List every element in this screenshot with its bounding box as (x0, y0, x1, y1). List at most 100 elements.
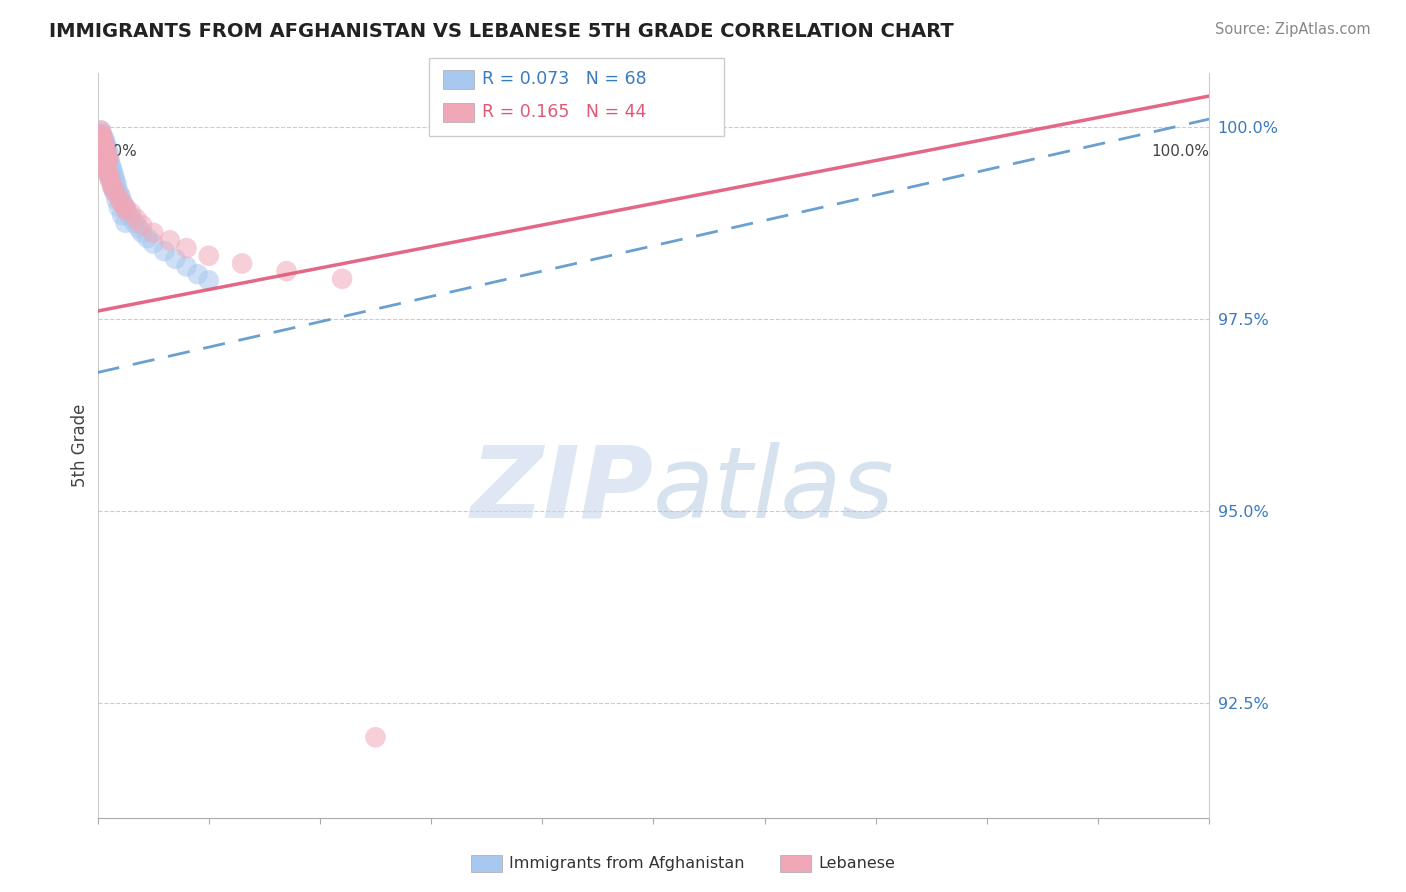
Point (111, 208, 134, 222)
Point (128, 221, 150, 235)
Point (90, 139, 112, 153)
Point (96, 151, 118, 165)
Point (93, 143, 115, 157)
Point (97, 152, 120, 166)
Point (197, 273, 219, 287)
Point (101, 179, 124, 194)
Point (96, 160, 118, 174)
Point (91, 128, 114, 143)
Point (100, 175, 122, 189)
Point (103, 185, 125, 199)
Point (107, 183, 129, 197)
Point (97, 154, 120, 169)
Text: ZIP: ZIP (471, 442, 654, 539)
Point (93, 131, 115, 145)
Point (117, 206, 139, 220)
Point (89, 128, 111, 142)
Point (93, 139, 115, 153)
Point (105, 178, 128, 192)
Point (153, 244, 176, 259)
Point (90, 123, 112, 137)
Point (91, 135, 114, 149)
Text: Source: ZipAtlas.com: Source: ZipAtlas.com (1215, 22, 1371, 37)
Point (97, 161, 120, 176)
Point (120, 206, 142, 220)
Point (112, 196, 135, 211)
Point (93, 136, 115, 151)
Point (187, 267, 209, 281)
Point (93, 154, 115, 169)
Point (91, 128, 114, 143)
Point (105, 187, 128, 202)
Point (96, 146, 118, 161)
Point (97, 167, 120, 181)
Point (131, 218, 153, 232)
Point (93, 139, 115, 153)
Point (159, 234, 181, 248)
Point (96, 161, 118, 176)
Point (91, 131, 114, 145)
Point (142, 226, 165, 240)
Point (91, 161, 114, 176)
Point (97, 146, 120, 161)
Point (94, 156, 117, 170)
Point (101, 161, 124, 176)
Point (101, 173, 124, 187)
Point (94, 135, 117, 149)
Point (111, 196, 134, 211)
Point (96, 139, 118, 153)
Point (97, 143, 120, 157)
Point (142, 236, 165, 251)
Point (122, 216, 145, 230)
Point (364, 731, 387, 745)
Point (114, 216, 136, 230)
Point (98, 166, 121, 180)
Point (91, 145, 114, 159)
Point (103, 181, 125, 195)
Point (97, 167, 120, 181)
Point (90, 141, 112, 155)
Point (105, 193, 128, 207)
Point (125, 211, 148, 226)
Point (108, 193, 131, 207)
Point (108, 187, 131, 202)
Y-axis label: 5th Grade: 5th Grade (72, 404, 89, 487)
Point (91, 145, 114, 159)
Point (100, 158, 122, 172)
Text: IMMIGRANTS FROM AFGHANISTAN VS LEBANESE 5TH GRADE CORRELATION CHART: IMMIGRANTS FROM AFGHANISTAN VS LEBANESE … (49, 22, 953, 41)
Point (120, 211, 142, 225)
Point (104, 173, 127, 187)
Point (91, 134, 114, 148)
Point (93, 152, 115, 166)
Point (90, 123, 112, 137)
Point (94, 143, 117, 157)
Point (176, 260, 198, 274)
Point (101, 181, 124, 195)
Point (90, 128, 112, 142)
Point (94, 141, 117, 155)
Point (90, 131, 112, 145)
Point (103, 183, 125, 197)
Point (103, 169, 125, 184)
Point (100, 169, 122, 184)
Point (97, 160, 120, 174)
Point (97, 152, 120, 166)
Point (136, 231, 159, 245)
Text: Lebanese: Lebanese (818, 856, 896, 871)
Point (176, 241, 198, 255)
Point (97, 164, 120, 178)
Point (197, 249, 219, 263)
Point (101, 166, 124, 180)
Point (97, 156, 120, 170)
Point (94, 158, 117, 172)
Point (110, 190, 132, 204)
Point (91, 128, 114, 142)
Point (98, 154, 121, 169)
Point (114, 202, 136, 217)
Point (114, 200, 136, 214)
Text: 0.0%: 0.0% (97, 145, 136, 160)
Point (100, 169, 122, 184)
Text: R = 0.073   N = 68: R = 0.073 N = 68 (482, 70, 647, 88)
Point (96, 146, 118, 161)
Point (98, 172, 121, 186)
